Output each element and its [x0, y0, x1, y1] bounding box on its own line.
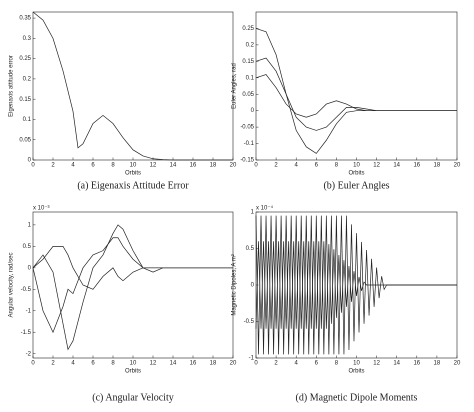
x-tick-label: 0: [254, 361, 258, 367]
x-axis-label: Orbits: [348, 171, 364, 177]
plot-frame: [32, 211, 234, 359]
series-line: [255, 74, 457, 118]
x-tick-label: 8: [111, 163, 115, 169]
y-tick-label: 0.25: [19, 56, 31, 62]
x-axis-label: Orbits: [125, 369, 141, 375]
y-tick-label: 0.3: [23, 36, 32, 42]
x-tick-label: 2: [51, 163, 55, 169]
y-tick-label: 0.35: [19, 16, 31, 22]
x-tick-label: 12: [150, 163, 157, 169]
x-tick-label: 14: [393, 361, 400, 367]
x-tick-label: 10: [130, 163, 137, 169]
x-tick-label: 8: [111, 361, 115, 367]
y-tick-label: -1: [26, 308, 32, 314]
x-tick-label: 12: [373, 163, 380, 169]
x-tick-label: 6: [91, 361, 95, 367]
x-tick-label: 20: [230, 163, 237, 169]
series-line: [255, 28, 457, 154]
x-tick-label: 18: [210, 361, 217, 367]
y-tick-label: -0.1: [244, 141, 255, 147]
y-tick-label: 0: [28, 265, 32, 271]
y-tick-label: -1: [249, 356, 255, 362]
x-tick-label: 10: [353, 163, 360, 169]
x-tick-label: 4: [71, 163, 75, 169]
y-tick-label: 0: [251, 108, 255, 114]
x-tick-label: 6: [315, 163, 319, 169]
x-tick-label: 2: [274, 361, 278, 367]
x-tick-label: 14: [393, 163, 400, 169]
series-line: [32, 224, 233, 351]
y-tick-label: -0.15: [240, 158, 254, 164]
series-line: [32, 246, 233, 290]
x-tick-label: 18: [210, 163, 217, 169]
y-tick-label: -0.05: [240, 125, 254, 131]
x-tick-label: 2: [274, 163, 278, 169]
axis-multiplier: x 10⁻⁴: [256, 205, 274, 212]
y-tick-label: 0: [251, 283, 255, 289]
x-tick-label: 0: [254, 163, 258, 169]
x-axis-label: Orbits: [125, 171, 141, 177]
x-tick-label: 8: [335, 361, 339, 367]
panel-caption: (b) Euler Angles: [323, 180, 389, 191]
x-tick-label: 20: [454, 361, 461, 367]
x-tick-label: 20: [230, 361, 237, 367]
x-tick-label: 18: [434, 361, 441, 367]
x-tick-label: 16: [413, 361, 420, 367]
x-tick-label: 2: [51, 361, 55, 367]
y-tick-label: 0.5: [246, 246, 255, 252]
x-tick-label: 4: [295, 163, 299, 169]
plot-frame: [255, 11, 458, 161]
y-tick-label: -0.5: [21, 287, 32, 293]
y-tick-label: 1: [251, 210, 255, 216]
panel-caption: (d) Magnetic Dipole Moments: [296, 392, 418, 403]
plot-frame: [32, 11, 234, 161]
x-tick-label: 16: [190, 163, 197, 169]
y-axis-label: Magnetic Dipoles, A m²: [232, 254, 238, 315]
x-tick-label: 16: [413, 163, 420, 169]
y-axis-label: Angular velocity, rad/sec: [9, 253, 15, 318]
x-tick-label: 18: [434, 163, 441, 169]
x-tick-label: 10: [130, 361, 137, 367]
y-tick-label: 0.1: [246, 75, 255, 81]
y-tick-label: 0.5: [23, 244, 32, 250]
y-axis-label: Euler Angles, rad: [232, 63, 238, 109]
panel-caption: (c) Angular Velocity: [92, 392, 173, 403]
x-tick-label: 12: [150, 361, 157, 367]
x-tick-label: 6: [315, 361, 319, 367]
panel-caption: (a) Eigenaxis Attitude Error: [77, 180, 189, 191]
series-line: [255, 57, 457, 131]
y-tick-label: 0.2: [23, 76, 32, 82]
y-tick-label: -2: [26, 351, 32, 357]
x-tick-label: 16: [190, 361, 197, 367]
y-tick-label: 0.1: [23, 117, 32, 123]
y-tick-label: -0.5: [244, 319, 255, 325]
y-tick-label: -1.5: [21, 330, 32, 336]
series-line: [255, 241, 457, 329]
x-tick-label: 4: [295, 361, 299, 367]
x-tick-label: 4: [71, 361, 75, 367]
y-tick-label: 0.15: [19, 97, 31, 103]
y-axis-label: Eigenaxis attitude error: [9, 55, 15, 117]
x-tick-label: 14: [170, 163, 177, 169]
x-tick-label: 14: [170, 361, 177, 367]
y-tick-label: 1: [28, 222, 32, 228]
series-line: [32, 237, 233, 334]
x-tick-label: 10: [353, 361, 360, 367]
y-tick-label: 0.05: [19, 137, 31, 143]
y-tick-label: 0.05: [242, 92, 254, 98]
series-line: [32, 11, 233, 161]
x-tick-label: 6: [91, 163, 95, 169]
x-tick-label: 12: [373, 361, 380, 367]
y-tick-label: 0.15: [242, 59, 254, 65]
x-tick-label: 0: [31, 361, 35, 367]
x-axis-label: Orbits: [348, 369, 364, 375]
x-tick-label: 20: [454, 163, 461, 169]
x-tick-label: 8: [335, 163, 339, 169]
axis-multiplier: x 10⁻³: [33, 206, 50, 212]
y-tick-label: 0.25: [242, 26, 254, 32]
x-tick-label: 0: [31, 163, 35, 169]
y-tick-label: 0: [28, 158, 32, 164]
y-tick-label: 0.2: [246, 42, 255, 48]
